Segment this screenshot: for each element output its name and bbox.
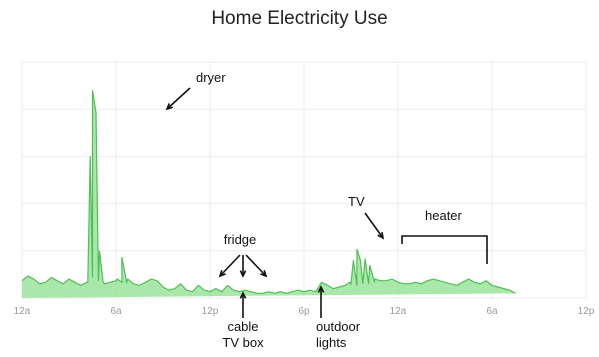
annotation-tv-box: TV box — [222, 335, 264, 350]
x-tick-label: 6p — [298, 306, 310, 317]
series-line — [21, 90, 516, 294]
x-tick-label: 6a — [110, 306, 122, 317]
x-tick-label: 12a — [390, 306, 407, 317]
fridge-arrow-left — [219, 254, 241, 277]
fridge-arrow-left-head — [218, 270, 226, 278]
annotation-outdoor: outdoor — [316, 319, 361, 334]
fridge-arrow-middle-head — [239, 270, 247, 278]
x-tick-labels: 12a 6a 12p 6p 12a 6a 12p — [14, 306, 595, 317]
outdoor-lights-arrow-head — [317, 285, 325, 293]
tv-arrow — [364, 212, 384, 239]
annotation-tv: TV — [348, 194, 365, 209]
x-tick-label: 6a — [486, 306, 498, 317]
grid — [21, 61, 587, 299]
x-tick-label: 12p — [202, 306, 219, 317]
x-tick-label: 12a — [14, 306, 31, 317]
chart-title: Home Electricity Use — [211, 8, 388, 29]
dryer-arrow — [166, 87, 191, 110]
annotation-heater: heater — [425, 208, 463, 223]
x-tick-label: 12p — [578, 306, 595, 317]
annotation-lights: lights — [316, 335, 347, 350]
annotation-cable: cable — [227, 319, 258, 334]
annotation-dryer: dryer — [196, 70, 226, 85]
cable-tv-box-arrow-head — [239, 291, 247, 299]
fridge-arrow-right — [245, 254, 267, 277]
dryer-arrow-head — [165, 103, 173, 111]
annotation-fridge: fridge — [224, 232, 257, 247]
series-area — [21, 90, 516, 298]
heater-bracket — [401, 235, 488, 264]
tv-arrow-head — [377, 231, 385, 240]
fridge-arrow-right-head — [260, 270, 268, 278]
